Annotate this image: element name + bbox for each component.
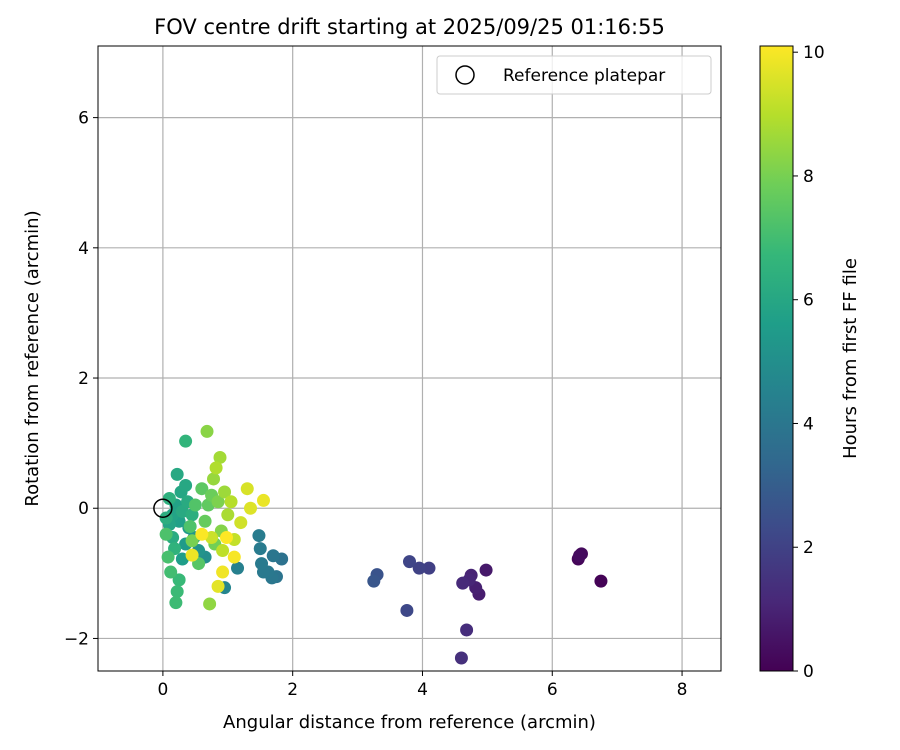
data-point — [164, 565, 178, 579]
y-tick-label: 2 — [78, 369, 89, 389]
data-point — [460, 623, 474, 637]
colorbar-gradient — [759, 45, 794, 672]
x-tick-label: 2 — [287, 680, 298, 700]
data-point — [183, 519, 197, 533]
colorbar-tick-label: 8 — [803, 167, 814, 187]
data-point — [179, 478, 193, 492]
data-point — [573, 549, 587, 563]
data-point — [412, 561, 426, 575]
data-points — [159, 424, 608, 665]
y-tick-label: 6 — [78, 109, 89, 129]
x-axis-label: Angular distance from reference (arcmin) — [223, 712, 596, 733]
data-point — [594, 574, 608, 588]
data-point — [266, 549, 280, 563]
colorbar-ticks: 0 2 4 6 8 10 — [793, 43, 825, 682]
data-point — [454, 651, 468, 665]
grid-lines — [98, 46, 721, 671]
data-point — [216, 565, 230, 579]
data-point — [200, 424, 214, 438]
colorbar-tick-label: 6 — [803, 291, 814, 311]
data-point — [219, 531, 233, 545]
data-point — [479, 563, 493, 577]
data-point — [244, 501, 258, 515]
data-point — [198, 514, 212, 528]
x-tick-label: 0 — [157, 680, 168, 700]
data-point — [170, 585, 184, 599]
chart-title: FOV centre drift starting at 2025/09/25 … — [154, 15, 665, 39]
x-tick-label: 8 — [677, 680, 688, 700]
y-axis-label: Rotation from reference (arcmin) — [22, 210, 43, 506]
data-point — [159, 527, 173, 541]
data-point — [400, 603, 414, 617]
data-point — [218, 485, 232, 499]
y-tick-label: −2 — [64, 629, 89, 649]
data-point — [224, 495, 238, 509]
data-point — [234, 516, 248, 530]
reference-platepar-marker — [153, 498, 173, 518]
data-point — [240, 482, 254, 496]
colorbar: 0 2 4 6 8 10 Hours from first FF file — [759, 43, 861, 682]
data-point — [403, 555, 416, 569]
data-point — [255, 557, 269, 571]
data-point — [188, 498, 202, 512]
data-point — [203, 597, 217, 611]
data-point — [227, 550, 241, 564]
legend-box — [436, 55, 712, 95]
data-point — [221, 508, 235, 522]
colorbar-tick-label: 4 — [803, 414, 814, 434]
legend: Reference platepar — [436, 55, 712, 95]
legend-label: Reference platepar — [503, 66, 665, 86]
data-point — [209, 461, 223, 475]
colorbar-tick-label: 2 — [803, 538, 814, 558]
data-point — [213, 450, 227, 464]
data-point — [211, 579, 225, 593]
data-point — [253, 542, 267, 556]
data-point — [211, 495, 225, 509]
x-tick-label: 6 — [547, 680, 558, 700]
data-point — [256, 493, 270, 507]
data-point — [195, 527, 209, 541]
plot-frame — [97, 45, 722, 672]
data-point — [195, 482, 209, 496]
data-point — [185, 508, 199, 522]
colorbar-tick-label: 0 — [803, 662, 814, 682]
legend-marker-icon — [455, 65, 475, 85]
y-axis-ticks: −2 0 2 4 6 — [64, 109, 98, 649]
data-point — [162, 491, 176, 505]
x-tick-label: 4 — [417, 680, 428, 700]
colorbar-label: Hours from first FF file — [840, 258, 861, 459]
data-point — [169, 596, 183, 610]
data-point — [185, 534, 199, 548]
data-point — [231, 561, 245, 575]
data-point — [422, 561, 436, 575]
data-point — [172, 573, 186, 587]
x-axis-ticks: 0 2 4 6 8 — [157, 671, 687, 700]
data-point — [170, 467, 184, 481]
data-point — [207, 472, 221, 486]
data-point — [175, 552, 189, 566]
data-point — [179, 434, 193, 448]
y-tick-label: 0 — [78, 499, 89, 519]
data-point — [185, 548, 199, 562]
data-point — [252, 529, 266, 543]
colorbar-tick-label: 10 — [803, 43, 825, 63]
data-point — [456, 576, 470, 590]
data-point — [216, 544, 230, 558]
data-point — [367, 574, 381, 588]
data-point — [161, 550, 175, 564]
y-tick-label: 4 — [78, 239, 89, 259]
